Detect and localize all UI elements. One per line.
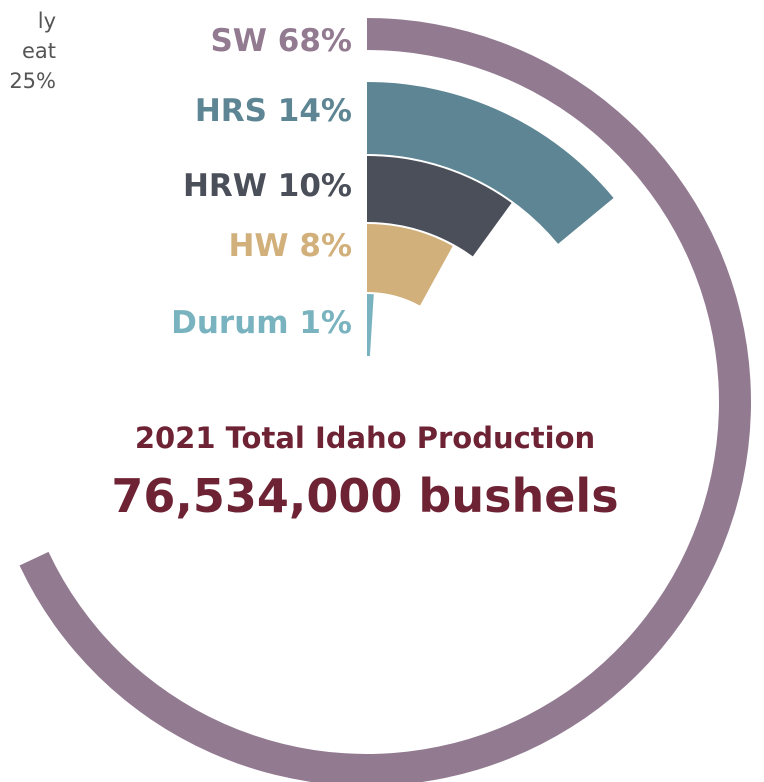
arc-group — [19, 18, 751, 782]
total-production-value: 76,534,000 bushels — [111, 469, 618, 523]
chart-title: 2021 Total Idaho Production — [135, 421, 595, 455]
arc-hrs — [367, 82, 614, 244]
arc-durum — [367, 294, 374, 357]
label-hw: HW 8% — [228, 228, 352, 264]
label-hrs: HRS 14% — [195, 93, 352, 129]
label-group: SW 68% HRS 14% HRW 10% HW 8% Durum 1% — [171, 23, 352, 341]
arc-hrw — [367, 156, 512, 257]
label-sw: SW 68% — [210, 23, 352, 59]
corner-note-line: eat — [21, 39, 56, 63]
corner-note-line: 25% — [9, 69, 56, 93]
corner-note-line: ly — [37, 9, 56, 33]
label-hrw: HRW 10% — [183, 168, 352, 204]
arc-hw — [367, 224, 453, 306]
corner-note: ly eat 25% — [0, 6, 56, 96]
label-durum: Durum 1% — [171, 305, 352, 341]
